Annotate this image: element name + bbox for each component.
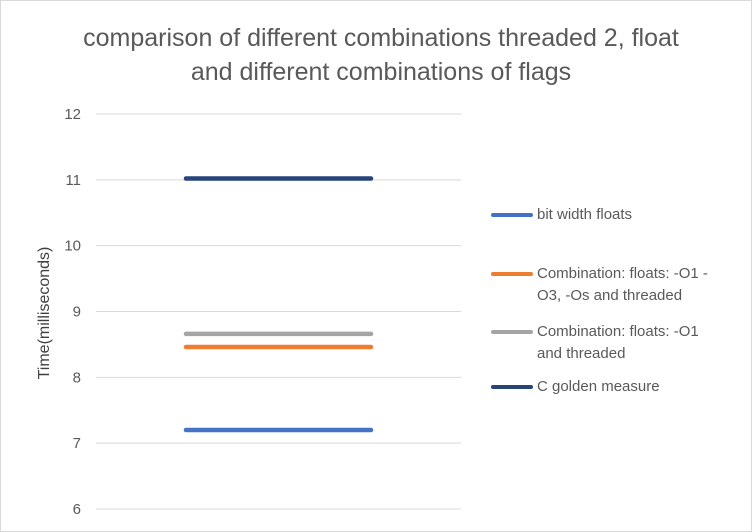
legend-label: bit width floats xyxy=(537,206,633,223)
y-tick-label: 12 xyxy=(64,106,81,123)
legend-swatch xyxy=(491,272,533,276)
y-tick-label: 6 xyxy=(73,501,81,518)
legend-item: Combination: floats: -O1 -O3, -Os and th… xyxy=(491,263,717,307)
y-tick-label: 10 xyxy=(64,238,81,255)
chart-title: comparison of different combinations thr… xyxy=(83,24,679,86)
legend-label: Combination: floats: -O1 -O3, -Os and th… xyxy=(537,265,708,304)
legend-item: bit width floats xyxy=(491,204,717,226)
legend-label: C golden measure xyxy=(537,378,660,395)
legend-swatch xyxy=(491,213,533,217)
legend-swatch xyxy=(491,330,533,334)
y-tick-label: 9 xyxy=(73,304,81,321)
legend-swatch xyxy=(491,385,533,389)
legend-item: C golden measure xyxy=(491,376,717,398)
legend-item: Combination: floats: -O1 and threaded xyxy=(491,321,717,365)
legend-label: Combination: floats: -O1 and threaded xyxy=(537,323,699,362)
y-axis-label: Time(milliseconds) xyxy=(36,247,53,380)
y-tick-label: 7 xyxy=(73,435,81,452)
y-tick-label: 11 xyxy=(65,172,81,189)
y-tick-label: 8 xyxy=(73,369,81,386)
